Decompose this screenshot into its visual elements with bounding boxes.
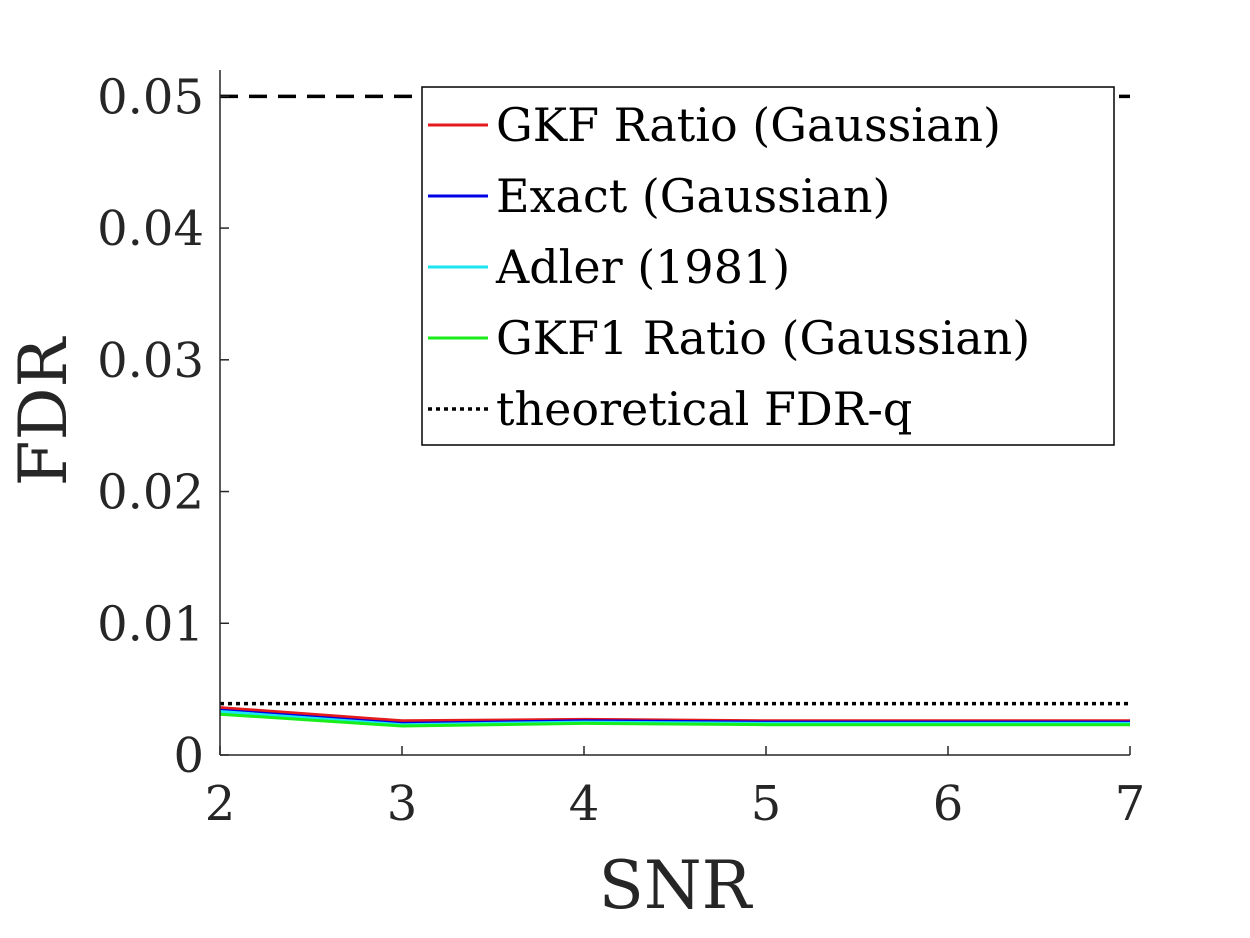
y-tick-label-5: 0.05 bbox=[97, 69, 204, 125]
x-tick-label-3: 5 bbox=[751, 776, 782, 832]
y-tick-label-3: 0.03 bbox=[97, 333, 204, 389]
x-tick-label-1: 3 bbox=[387, 776, 418, 832]
x-tick-label-2: 4 bbox=[569, 776, 600, 832]
y-tick-label-2: 0.02 bbox=[97, 465, 204, 521]
legend-label-1: Exact (Gaussian) bbox=[496, 169, 890, 223]
x-tick-label-0: 2 bbox=[205, 776, 236, 832]
y-tick-label-0: 0 bbox=[173, 728, 204, 784]
legend-label-3: GKF1 Ratio (Gaussian) bbox=[496, 311, 1030, 365]
x-axis-label: SNR bbox=[599, 847, 754, 924]
y-axis-label: FDR bbox=[5, 335, 82, 486]
ticks: 2 3 4 5 6 7 0 0.01 0.02 0.03 0.04 0.05 bbox=[97, 69, 1145, 832]
legend-label-0: GKF Ratio (Gaussian) bbox=[496, 98, 1001, 152]
series-line-3 bbox=[219, 712, 1130, 728]
y-tick-label-1: 0.01 bbox=[97, 596, 204, 652]
legend-label-2: Adler (1981) bbox=[495, 240, 790, 294]
y-tick-label-4: 0.04 bbox=[97, 201, 204, 257]
axes bbox=[219, 70, 1130, 756]
legend: GKF Ratio (Gaussian) Exact (Gaussian) Adle… bbox=[421, 86, 1115, 446]
legend-box bbox=[421, 86, 1115, 446]
legend-label-4: theoretical FDR-q bbox=[496, 382, 912, 436]
x-tick-label-4: 6 bbox=[933, 776, 964, 832]
x-tick-label-5: 7 bbox=[1115, 776, 1146, 832]
